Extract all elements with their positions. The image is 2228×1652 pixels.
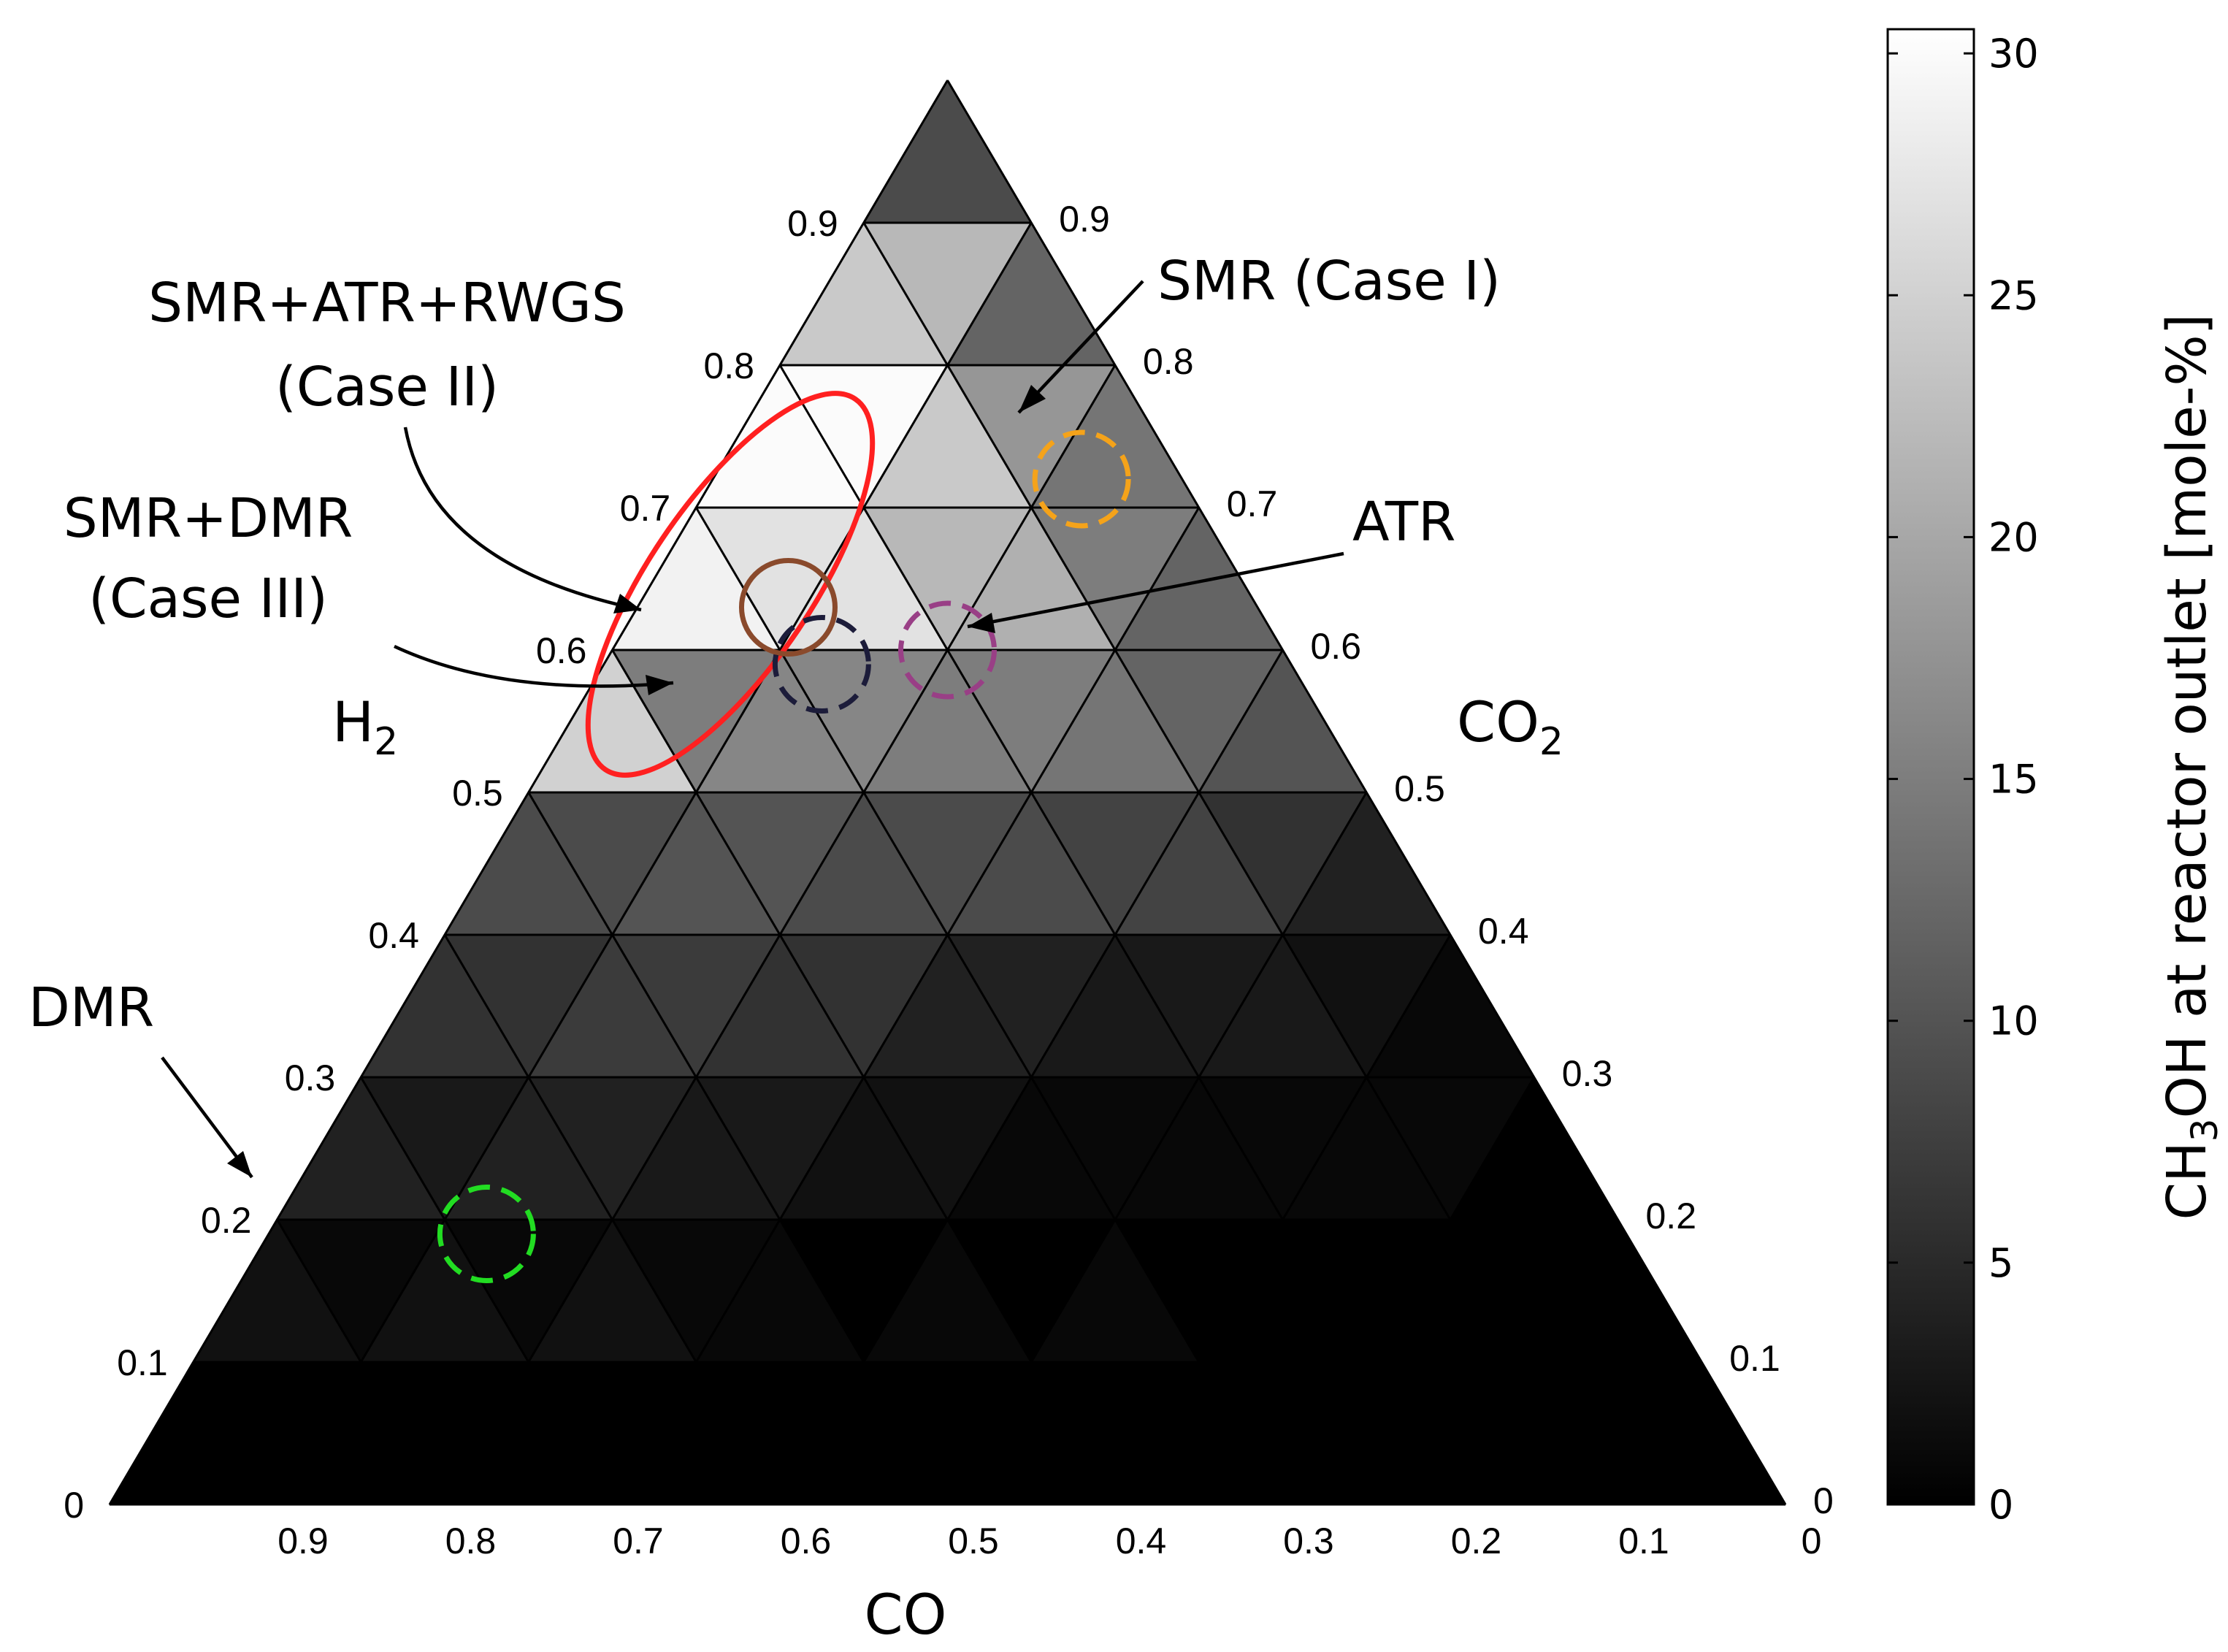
grid-line	[527, 792, 949, 1505]
colorbar-tick-label: 5	[1988, 1240, 2013, 1286]
grid-line	[1617, 1361, 1703, 1505]
grid-line	[192, 1361, 278, 1505]
colorbar-tick-label: 25	[1988, 272, 2039, 318]
left-axis-label: H2	[332, 689, 398, 764]
smr-atr-rwgs-label-line1: SMR+ATR+RWGS	[148, 272, 626, 334]
left-tick-label: 0.1	[117, 1342, 168, 1383]
atr-label: ATR	[1352, 491, 1456, 554]
bottom-tick-label: 0.8	[445, 1521, 497, 1561]
grid-line	[276, 1219, 446, 1505]
grid-line	[946, 792, 1368, 1505]
annotation-marker	[1032, 429, 1131, 529]
annotation-marker	[738, 558, 838, 657]
colorbar-tick-label: 30	[1988, 31, 2039, 77]
right-tick-label: 0.5	[1394, 768, 1445, 809]
left-tick-label: 0.5	[452, 773, 503, 814]
colorbar	[1886, 28, 1975, 1506]
annotation-arrows	[161, 280, 1344, 1179]
highlight-ellipse	[585, 391, 876, 778]
left-tick-label: 0.2	[201, 1200, 252, 1241]
left-tick-label: 0.9	[787, 203, 838, 244]
smr-dmr-label-line2: (Case III)	[88, 567, 328, 630]
grid-line	[611, 649, 1117, 1505]
smr-case-i-label: SMR (Case I)	[1157, 250, 1501, 313]
right-tick-label: 0.1	[1729, 1338, 1780, 1379]
bottom-tick-label: 0.2	[1451, 1521, 1502, 1561]
atr-arrowhead	[968, 613, 995, 633]
right-tick-label: 0.8	[1143, 341, 1194, 382]
colorbar-tick-label: 15	[1988, 757, 2039, 803]
grid-lines	[108, 80, 1787, 1506]
left-tick-label: 0.4	[368, 915, 419, 956]
colorbar-tick-label: 0	[1988, 1482, 2013, 1528]
left-tick-label: 0.7	[620, 488, 671, 529]
right-tick-label: 0.2	[1646, 1196, 1697, 1236]
bottom-tick-label: 0.6	[781, 1521, 832, 1561]
colorbar-tick-label: 20	[1988, 514, 2039, 560]
bottom-tick-label: 0	[1802, 1521, 1822, 1561]
right-tick-label: 0.6	[1311, 626, 1362, 667]
grid-line	[359, 1077, 613, 1505]
grid-line	[862, 222, 1619, 1505]
right-tick-label: 0	[1813, 1480, 1834, 1521]
annotation-markers	[437, 429, 1131, 1283]
smr-atr-rwgs-arrow	[403, 427, 642, 612]
bottom-tick-label: 0.7	[613, 1521, 664, 1561]
right-tick-label: 0.3	[1562, 1053, 1613, 1094]
grid-line	[443, 934, 781, 1505]
annotation-marker	[437, 1185, 536, 1283]
bottom-tick-label: 0.9	[277, 1521, 329, 1561]
grid-line	[778, 364, 1452, 1505]
colorbar-label: CH3OH at reactor outlet [mole-%]	[2156, 313, 2226, 1220]
left-tick-label: 0.6	[536, 630, 587, 671]
smr-atr-rwgs-label-line2: (Case II)	[275, 356, 499, 418]
tick-labels: 0.9 0.8 0.7 0.6 0.5 0.4 0.3 0.2 0.1 000.10.20.30.…	[64, 199, 1834, 1561]
grid-line	[1282, 1077, 1536, 1505]
left-tick-label: 0	[64, 1485, 84, 1526]
left-tick-label: 0.8	[703, 345, 754, 386]
bottom-tick-label: 0.5	[948, 1521, 999, 1561]
bottom-axis-label: CO	[865, 1582, 947, 1647]
right-tick-label: 0.9	[1059, 199, 1110, 240]
colorbar-ticks: 0 5 10 15 20 25 30	[1888, 31, 2039, 1528]
annotation-marker	[772, 615, 871, 714]
heatmap-cell	[862, 80, 1033, 223]
annotation-marker	[898, 600, 997, 700]
bottom-tick-label: 0.1	[1618, 1521, 1669, 1561]
grid-line	[611, 507, 1201, 1505]
right-tick-label: 0.4	[1478, 911, 1529, 952]
grid-line	[946, 80, 1787, 1505]
right-axis-label: CO2	[1457, 689, 1563, 764]
left-tick-label: 0.3	[285, 1058, 336, 1098]
grid-line	[694, 507, 1284, 1505]
smr-atr-rwgs-arrowhead	[613, 594, 641, 613]
right-tick-label: 0.7	[1227, 483, 1278, 524]
smr-dmr-arrow	[394, 644, 674, 688]
dmr-arrowhead	[227, 1151, 252, 1177]
bottom-tick-label: 0.4	[1116, 1521, 1167, 1561]
smr-case-i-arrowhead	[1019, 385, 1046, 413]
grid-line	[276, 222, 1033, 1505]
bottom-tick-label: 0.3	[1283, 1521, 1334, 1561]
colorbar-tick-label: 10	[1988, 998, 2039, 1044]
annotation-arrowheads	[227, 385, 1046, 1177]
atr-arrow	[967, 551, 1344, 629]
dmr-label: DMR	[28, 976, 154, 1039]
smr-dmr-label-line1: SMR+DMR	[64, 487, 353, 550]
smr-dmr-arrowhead	[646, 675, 673, 695]
smr-case-i-arrow	[1017, 280, 1144, 414]
